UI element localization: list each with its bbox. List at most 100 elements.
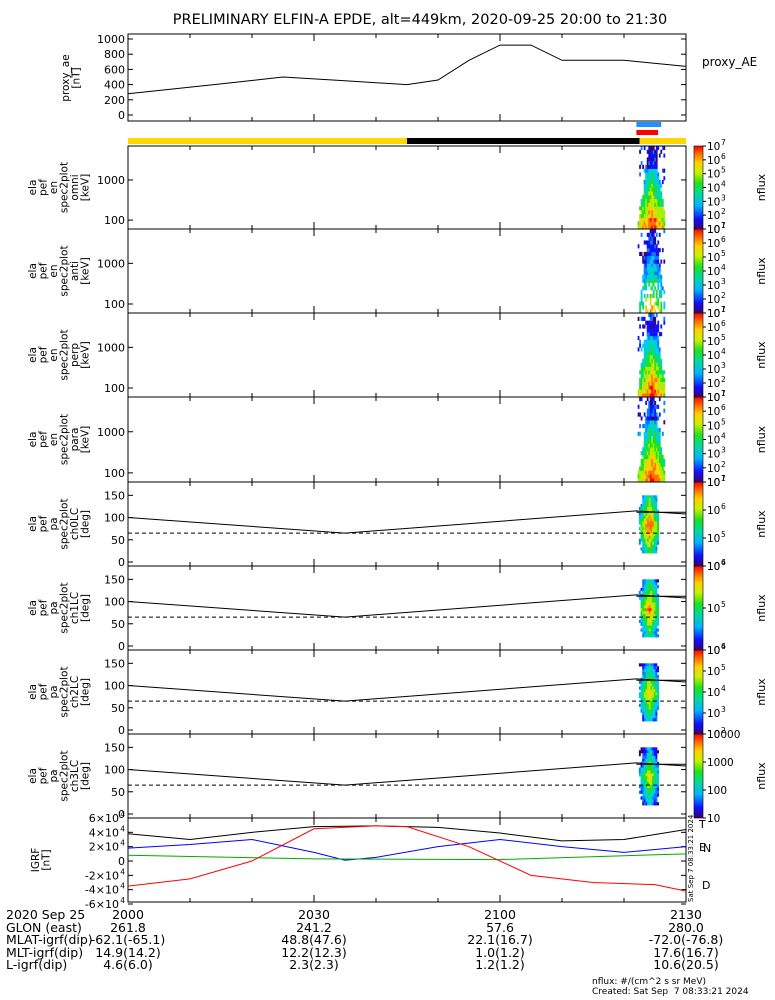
spec-panel-2-cell <box>655 293 658 299</box>
spec-panel-1-cell <box>646 206 649 211</box>
pa-panel-2-cell <box>643 628 646 632</box>
spec-panel-4-cell <box>651 416 654 421</box>
spec-panel-4-cell <box>658 443 661 448</box>
pa-panel-3-cell <box>657 677 660 681</box>
spec-panel-4-cell <box>645 424 648 429</box>
spec-panel-4-cell <box>655 412 658 417</box>
pa-panel-4-cell <box>657 770 660 774</box>
spec-panel-3-cell <box>660 324 663 329</box>
spec-panel-3-cell <box>646 339 649 344</box>
spec-panel-1-cell <box>652 202 655 207</box>
pa-panel-4-cell <box>650 756 653 760</box>
pa-panel-3-cell <box>655 674 658 679</box>
spec-panel-2-cell <box>648 255 651 260</box>
pa-panel-1-cell <box>638 538 641 542</box>
spec-panel-1-cell <box>649 153 652 158</box>
spec-panel-4-cell <box>655 424 658 429</box>
pa-panel-2-cell <box>653 599 656 603</box>
pa-panel-4-cell <box>643 773 646 777</box>
spec-panel-3-cell <box>652 393 655 398</box>
spec-panel-1-cell <box>652 146 655 151</box>
pa-panel-4-cell <box>657 790 660 794</box>
spec-panel-4-cell <box>652 404 655 409</box>
spec-panel-2-cell <box>649 274 652 279</box>
igrf-ytick-label: 0 <box>118 855 125 868</box>
pa-panel-2-cell <box>655 616 658 621</box>
pa-panel-1-cell <box>642 521 645 525</box>
spec-panel-1-cell <box>645 225 648 230</box>
spec-panel-1-cell <box>663 210 666 215</box>
spec-panel-4-cell <box>657 416 660 421</box>
spec-panel-2-cell <box>651 293 654 299</box>
spec-panel-2-cell <box>649 297 652 302</box>
spec-panel-4-cell <box>652 478 655 483</box>
pa-panel-4-cell <box>653 770 656 774</box>
pa-panel-1-cell <box>645 521 648 525</box>
spec-panel-1-cell <box>642 198 645 203</box>
spec-panel-1-ytick-label: 100 <box>104 214 125 227</box>
pa-panel-3-cell <box>642 692 645 696</box>
spec-panel-3-cell <box>652 355 655 360</box>
spec-panel-1-cell <box>648 164 651 169</box>
status-bars <box>128 122 686 144</box>
spec-panel-4-cell <box>651 462 654 467</box>
spec-panel-3-cell <box>660 393 663 398</box>
spec-panel-1-cell <box>660 195 663 200</box>
spec-panel-4-cell <box>657 451 660 456</box>
spec-panel-3-cell <box>645 370 648 375</box>
pa-panel-4-ytick-label: 0 <box>118 808 125 821</box>
pa-panel-3-cell <box>647 695 650 699</box>
pa-panel-1-cell <box>643 541 646 545</box>
spec-panel-3-cell <box>649 313 652 318</box>
pa-panel-4-cell <box>652 776 655 780</box>
spec-panel-2-cell <box>654 236 657 241</box>
pa-panel-2-cell <box>657 614 660 618</box>
spec-panel-4-cell <box>651 470 654 475</box>
spec-panel-3-cell <box>649 332 652 337</box>
spec-panel-2-cell <box>651 305 654 310</box>
igrf-ytick-label: 6×10 <box>89 812 119 825</box>
spec-panel-1-cell <box>646 221 649 226</box>
spec-panel-1-ylabel-line: pef <box>37 179 49 196</box>
pa-panel-3-cell <box>647 689 650 693</box>
spec-panel-3-cell <box>649 347 652 352</box>
spec-panel-3-cell <box>642 389 645 394</box>
pa-panel-3-cell <box>643 674 646 679</box>
spec-panel-1-cell <box>645 217 648 222</box>
pa-panel-3-cell <box>642 700 645 705</box>
pa-panel-1-cell <box>645 515 648 519</box>
spec-panel-1-cell <box>651 191 654 196</box>
spec-panel-2-cell <box>652 248 655 253</box>
spec-panel-3-cell <box>654 328 657 333</box>
pa-panel-4-cell <box>642 799 645 803</box>
spec-panel-4-cell <box>651 420 654 425</box>
pa-panel-4-cell <box>647 787 650 791</box>
spec-panel-1-cell <box>655 213 658 218</box>
spec-panel-2-cell <box>652 240 655 245</box>
pa-panel-1-cell <box>653 521 656 525</box>
spec-panel-1-cell <box>646 198 649 203</box>
pa-panel-4-cell <box>642 784 645 789</box>
pa-panel-4-cell <box>643 793 646 797</box>
spec-panel-2-cell <box>649 248 652 253</box>
pa-panel-3-cell <box>645 692 648 696</box>
spec-panel-1-cell <box>663 176 666 181</box>
igrf-ylabel-line: IGRF <box>30 848 42 873</box>
pa-panel-4-cell <box>648 753 651 757</box>
pa-panel-1-cell <box>640 530 643 534</box>
spec-panel-2-cbar-label: 10 <box>707 280 720 292</box>
spec-panel-2-cell <box>646 251 649 257</box>
spec-panel-3-cell <box>655 313 658 318</box>
spec-panel-4-cell <box>640 462 643 467</box>
pa-panel-1-cell <box>643 535 646 539</box>
pa-panel-1-cell <box>655 521 658 525</box>
pa-panel-1-cell <box>643 504 646 508</box>
spec-panel-2-cell <box>649 271 652 276</box>
spec-panel-2-cell <box>651 271 654 276</box>
pa-panel-4-cell <box>643 790 646 794</box>
pa-panel-1-cell <box>642 527 645 531</box>
spec-panel-1-ylabel-line: spec2plot <box>58 162 70 213</box>
pa-panel-4-cell <box>650 753 653 757</box>
pa-panel-3-cell <box>645 686 648 690</box>
spec-panel-4-cell <box>648 420 651 425</box>
